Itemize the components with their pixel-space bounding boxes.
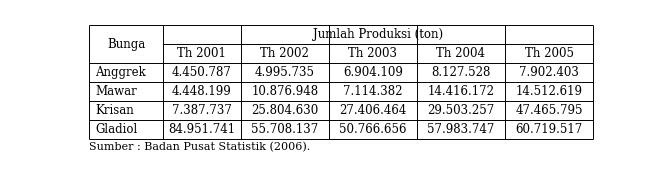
Text: 55.708.137: 55.708.137 [251, 123, 318, 136]
Text: Krisan: Krisan [95, 104, 134, 117]
Text: Th 2001: Th 2001 [177, 47, 226, 60]
Text: 57.983.747: 57.983.747 [428, 123, 495, 136]
Text: 14.512.619: 14.512.619 [515, 85, 583, 98]
Text: Th 2004: Th 2004 [436, 47, 486, 60]
Text: 50.766.656: 50.766.656 [339, 123, 407, 136]
Text: 7.387.737: 7.387.737 [172, 104, 232, 117]
Text: 29.503.257: 29.503.257 [428, 104, 495, 117]
Text: Sumber : Badan Pusat Statistik (2006).: Sumber : Badan Pusat Statistik (2006). [89, 142, 311, 152]
Text: 25.804.630: 25.804.630 [251, 104, 318, 117]
Text: Th 2005: Th 2005 [525, 47, 573, 60]
Text: Gladiol: Gladiol [95, 123, 138, 136]
Text: 47.465.795: 47.465.795 [515, 104, 583, 117]
Text: 60.719.517: 60.719.517 [515, 123, 583, 136]
Text: 4.448.199: 4.448.199 [172, 85, 232, 98]
Text: 6.904.109: 6.904.109 [343, 66, 403, 79]
Text: 14.416.172: 14.416.172 [428, 85, 494, 98]
Text: 84.951.741: 84.951.741 [168, 123, 236, 136]
Text: Th 2003: Th 2003 [348, 47, 398, 60]
Text: Mawar: Mawar [95, 85, 137, 98]
Text: 7.114.382: 7.114.382 [343, 85, 402, 98]
Text: Th 2002: Th 2002 [260, 47, 309, 60]
Text: Bunga: Bunga [107, 38, 145, 51]
Text: 27.406.464: 27.406.464 [339, 104, 406, 117]
Text: 10.876.948: 10.876.948 [251, 85, 318, 98]
Text: 7.902.403: 7.902.403 [519, 66, 579, 79]
Text: 4.450.787: 4.450.787 [172, 66, 232, 79]
Text: 8.127.528: 8.127.528 [432, 66, 491, 79]
Text: Jumlah Produksi (ton): Jumlah Produksi (ton) [313, 28, 444, 41]
Text: 4.995.735: 4.995.735 [254, 66, 315, 79]
Text: Anggrek: Anggrek [95, 66, 146, 79]
